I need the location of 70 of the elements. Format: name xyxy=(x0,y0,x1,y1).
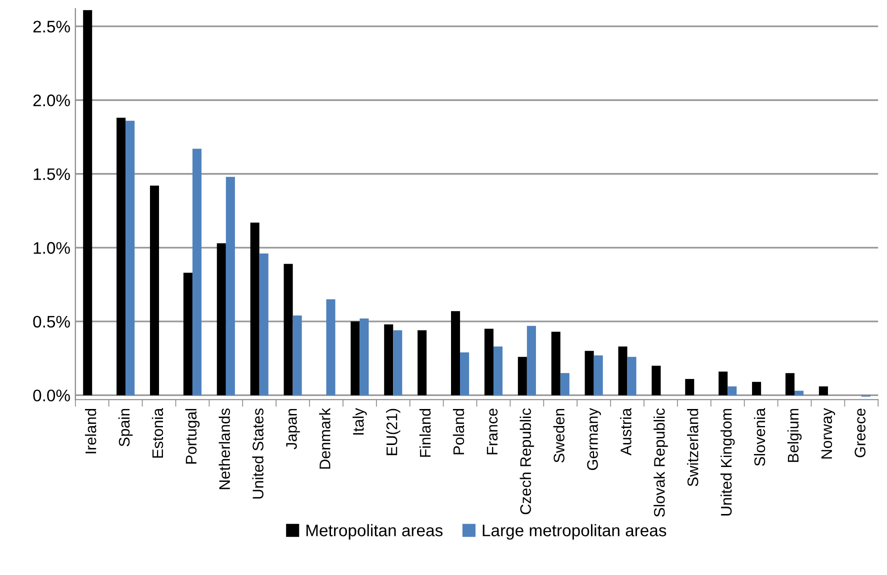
x-tick-label: EU(21) xyxy=(386,408,400,456)
x-tick-label: Germany xyxy=(587,408,601,470)
y-tick-label: 0.0% xyxy=(33,390,70,402)
bar xyxy=(551,332,560,396)
x-tick-label: Netherlands xyxy=(218,408,230,490)
x-tick-label: Japan xyxy=(286,408,300,450)
bar xyxy=(326,299,336,396)
bar xyxy=(818,386,828,396)
bar xyxy=(216,243,226,396)
bar xyxy=(752,382,762,396)
x-tick-label: Poland xyxy=(452,408,464,454)
bar xyxy=(518,356,527,396)
x-tick-label: United Kingdom xyxy=(720,408,735,516)
x-tick-label: Norway xyxy=(821,408,836,458)
bar xyxy=(493,346,503,396)
bar xyxy=(360,318,369,396)
x-tick-label: Ireland xyxy=(85,408,96,454)
y-tick-label: 2.5% xyxy=(33,20,70,33)
x-tick-label: Portugal xyxy=(185,408,200,464)
bar xyxy=(594,355,603,396)
x-tick-label: Czech Republic xyxy=(520,408,534,514)
bar xyxy=(83,10,92,396)
bar xyxy=(560,373,570,396)
bar xyxy=(284,264,293,396)
x-tick-label: Belgium xyxy=(787,408,802,462)
bar xyxy=(259,254,268,396)
bar xyxy=(350,321,360,396)
x-tick-label: Sweden xyxy=(553,408,564,462)
bar xyxy=(292,316,302,396)
x-tick-label: Slovak Republic xyxy=(654,408,668,517)
bar xyxy=(728,386,737,396)
bar xyxy=(652,366,661,396)
y-tick-label: 2.0% xyxy=(33,94,70,106)
bar xyxy=(250,222,260,396)
bar xyxy=(226,176,235,396)
bar xyxy=(785,373,795,396)
bar xyxy=(718,372,728,396)
x-tick-label: Switzerland xyxy=(687,408,698,486)
legend-label: Large metropolitan areas xyxy=(482,524,666,540)
bar xyxy=(384,324,394,396)
bar xyxy=(393,330,402,396)
x-tick-label: Spain xyxy=(118,408,133,446)
bar xyxy=(627,356,636,396)
y-tick-label: 1.5% xyxy=(34,168,70,180)
bar xyxy=(183,272,192,396)
x-tick-label: Greece xyxy=(854,408,866,458)
bar xyxy=(618,346,628,396)
bar xyxy=(794,390,804,396)
legend-label: Metropolitan areas xyxy=(306,524,443,540)
bar xyxy=(484,328,494,396)
bar xyxy=(192,148,202,396)
bar xyxy=(150,186,160,396)
x-tick-label: Estonia xyxy=(152,408,164,458)
bar xyxy=(126,120,135,396)
y-tick-label: 1.0% xyxy=(34,242,70,254)
bar xyxy=(451,311,460,396)
x-tick-label: Slovenia xyxy=(754,408,766,466)
y-tick-label: 0.5% xyxy=(33,316,70,328)
bar xyxy=(685,378,694,396)
bar xyxy=(460,352,470,396)
bar xyxy=(116,118,126,396)
x-tick-label: United States xyxy=(252,408,264,498)
x-tick-label: Denmark xyxy=(319,408,330,469)
x-tick-label: France xyxy=(486,408,498,454)
bar xyxy=(584,350,594,396)
x-tick-label: Austria xyxy=(620,408,632,456)
x-tick-label: Finland xyxy=(419,408,431,457)
x-tick-label: Italy xyxy=(352,408,367,435)
bar xyxy=(418,330,427,396)
bar xyxy=(526,326,536,396)
